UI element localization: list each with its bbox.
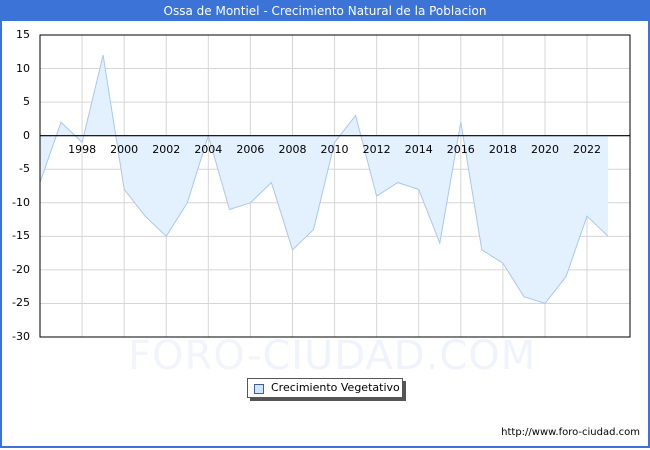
plot-border [39, 34, 631, 338]
y-tick-label: -10 [12, 195, 30, 209]
y-tick-label: -5 [19, 162, 30, 176]
y-tick-label: 5 [23, 95, 30, 109]
legend: Crecimiento Vegetativo [247, 378, 403, 398]
y-tick-label: 15 [16, 28, 30, 41]
watermark-part2: CIUDAD.COM [262, 333, 537, 379]
watermark-part1: FORO- [128, 333, 263, 379]
y-tick-label: -15 [12, 229, 30, 243]
x-tick-label: 2022 [573, 142, 602, 156]
x-tick-label: 2020 [530, 142, 559, 156]
y-tick-label: -25 [12, 296, 30, 310]
y-tick-label: 0 [23, 128, 30, 142]
data-line [39, 54, 609, 304]
y-tick-label: -30 [12, 330, 30, 343]
x-tick-label: 2006 [236, 142, 265, 156]
x-tick-label: 2018 [488, 142, 517, 156]
y-tick-label: -20 [12, 262, 30, 276]
x-tick-label: 2014 [404, 142, 433, 156]
x-tick-label: 2004 [194, 142, 223, 156]
legend-label: Crecimiento Vegetativo [271, 381, 400, 394]
x-tick-label: 2000 [110, 142, 139, 156]
y-tick-label: 10 [16, 61, 30, 75]
x-tick-label: 2008 [278, 142, 307, 156]
x-tick-label: 1998 [68, 142, 97, 156]
area-fill [40, 55, 609, 304]
x-tick-label: 2010 [320, 142, 349, 156]
watermark: FORO-CIUDAD.COM [128, 333, 536, 379]
x-tick-label: 2002 [152, 142, 181, 156]
legend-swatch-icon [254, 384, 264, 394]
chart-title: Ossa de Montiel - Crecimiento Natural de… [0, 0, 650, 21]
x-tick-label: 2016 [446, 142, 475, 156]
x-tick-label: 2012 [362, 142, 391, 156]
source-url: http://www.foro-ciudad.com [501, 427, 640, 438]
